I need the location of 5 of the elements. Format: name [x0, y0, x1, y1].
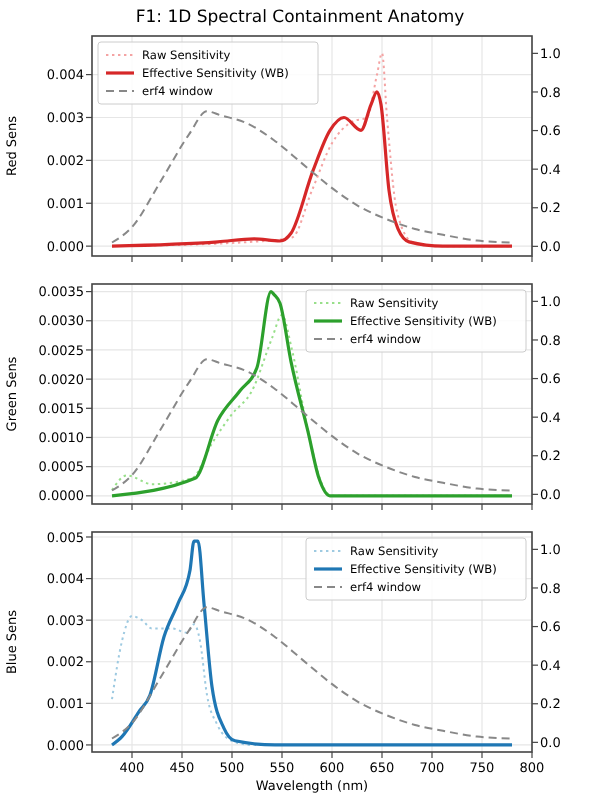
line-series [110, 539, 514, 747]
line-series [110, 90, 514, 248]
chart-title: F1: 1D Spectral Containment Anatomy [135, 8, 465, 28]
line-series [111, 110, 513, 244]
line-series [111, 358, 513, 492]
